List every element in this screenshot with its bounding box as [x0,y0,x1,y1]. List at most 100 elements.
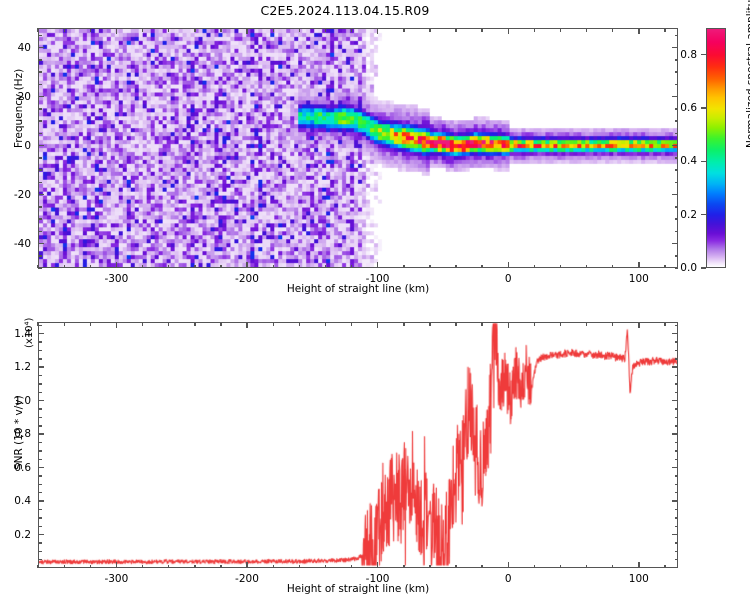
spectrogram-canvas [39,29,677,267]
snr-xtick-minor [585,564,588,568]
snr-ytick-minor [38,391,42,394]
snr-ytick-minor [38,492,42,494]
spectrogram-ytick-minor [38,108,42,110]
snr-xtick-minor [89,564,92,568]
snr-xtick-minor-top [89,322,92,326]
spectrogram-ytick-minor-right [674,169,678,171]
snr-ytick-minor-right [674,550,678,553]
snr-ytick-right [672,366,678,368]
snr-ytick-minor-right [674,324,678,327]
snr-ytick-minor [38,550,42,553]
snr-xtick-minor-top [429,322,431,326]
colorbar-label: Normalized spectral amplitude [745,0,750,148]
spectrogram-xtick-minor-top [220,28,222,32]
snr-xtick-minor-top [403,322,405,326]
spectrogram-ytick-minor [38,230,42,233]
snr-xtick-minor [455,564,457,568]
snr-xticklabel: 0 [504,573,512,585]
spectrogram-xtick-minor-top [63,28,65,32]
spectrogram-ytick-right [672,95,678,98]
spectrogram-ytick-minor [38,71,42,73]
spectrogram-xticklabel: -300 [104,273,129,285]
spectrogram-xtick-minor-top [612,28,614,32]
snr-ytick-minor-right [674,542,678,544]
snr-ytick-minor-right [674,483,678,486]
spectrogram-xticklabel: 100 [628,273,649,285]
spectrogram-xtick-minor [559,264,562,268]
spectrogram-ytick-minor [38,120,42,122]
colorbar-tick [701,160,706,163]
colorbar-ticklabel: 0.6 [680,102,697,114]
snr-ytick-minor [38,483,42,486]
snr-xtick-minor-top [194,322,196,326]
spectrogram-xticklabel: 0 [504,273,512,285]
snr-ytick-minor [38,450,42,452]
snr-ytick-minor [38,408,42,410]
snr-xtick-minor [141,564,144,568]
snr-ytick-minor-right [674,425,678,427]
spectrogram-ytick-minor [38,218,42,220]
spectrogram-xtick-minor-top [481,28,483,32]
snr-ytick [38,533,44,536]
snr-ytick-minor-right [674,559,678,561]
snr-ytick-minor [38,475,42,477]
snr-xticklabel: -200 [235,573,259,585]
spectrogram-xtick-top [507,28,509,34]
snr-ytick [38,433,44,435]
spectrogram-xtick-minor [37,264,39,268]
snr-xtick [638,562,640,568]
snr-ytick-minor [38,425,42,427]
snr-xtick-minor-top [141,322,144,326]
snr-xtick-minor-top [37,322,39,326]
snr-xtick-minor [403,564,405,568]
snr-ytick-minor-right [674,358,678,360]
spectrogram-ytick-minor [38,169,42,171]
snr-ytick-minor-right [674,349,678,352]
spectrogram-ytick-minor-right [674,218,678,220]
spectrogram-ytick-minor-right [674,181,678,184]
snr-ytick-minor [38,542,42,544]
snr-ytick-minor-right [674,341,678,343]
spectrogram-xtick-minor-top [350,28,353,32]
spectrogram-ytick-minor [38,255,42,257]
spectrogram-ylabel: Frequency (Hz) [13,68,25,148]
snr-ytick-minor-right [674,450,678,452]
snr-xtick-top [376,322,379,328]
snr-ytick-minor [38,559,42,561]
snr-ytick-minor-right [674,525,678,527]
colorbar-ticklabel: 0.2 [680,208,697,221]
spectrogram-ytick [38,193,44,196]
spectrogram-ytick-minor [38,132,42,135]
spectrogram-ytick-minor-right [674,59,678,61]
spectrogram-ytick-minor [38,181,42,184]
snr-xtick-minor-top [220,322,222,326]
snr-xtick-minor [533,564,536,568]
snr-ytick-right [672,399,678,402]
snr-xtick [246,562,248,568]
snr-ytick-minor-right [674,458,678,460]
spectrogram-xtick-top [246,28,248,34]
snr-ytick-minor-right [674,383,678,385]
spectrogram-yticklabel: -40 [13,237,31,250]
snr-xtick-minor [350,564,353,568]
snr-xtick-minor-top [585,322,588,326]
spectrogram-ytick-minor [38,59,42,61]
colorbar-tick [701,267,706,269]
snr-yticklabel: 0.6 [14,461,31,474]
snr-xtick-minor [559,564,562,568]
colorbar-ticklabel: 0.0 [680,262,697,274]
snr-ytick [38,366,44,368]
snr-ytick-minor [38,517,42,519]
spectrogram-xtick-minor-top [298,28,300,32]
spectrogram-ytick-minor [38,206,42,208]
snr-ytick-minor-right [674,492,678,494]
spectrogram-xtick-minor [141,264,144,268]
colorbar-tick [701,54,706,56]
snr-xtick-minor [63,564,65,568]
snr-xtick [507,562,509,568]
snr-xticklabel: 100 [628,573,649,585]
spectrogram-xtick-top [376,28,379,34]
snr-yticklabel: 1.4 [14,327,31,340]
snr-ytick-minor-right [674,441,678,444]
